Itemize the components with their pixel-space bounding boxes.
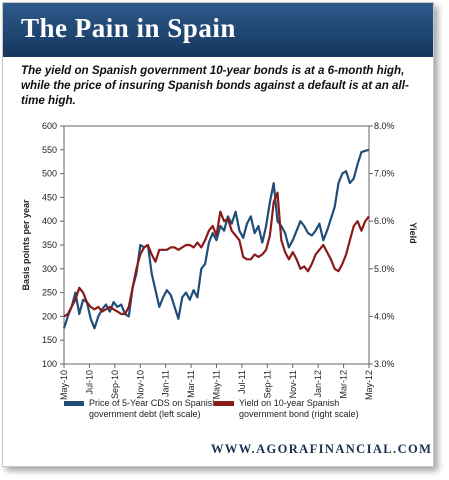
legend-cds-swatch <box>64 401 84 406</box>
source-footer: WWW.AGORAFINANCIAL.COM <box>211 442 433 456</box>
right-tick-label: 4.0% <box>374 311 395 321</box>
left-tick-label: 500 <box>42 169 57 179</box>
x-tick-label: May-12 <box>364 370 374 400</box>
left-tick-label: 400 <box>42 216 57 226</box>
left-tick-label: 200 <box>42 311 57 321</box>
x-tick-label: Nov-11 <box>288 370 298 398</box>
chart-title: The Pain in Spain <box>21 13 236 43</box>
x-tick-label: Jan-11 <box>161 370 171 397</box>
right-tick-label: 6.0% <box>374 216 395 226</box>
cds-series-line <box>62 148 370 330</box>
right-tick-label: 8.0% <box>374 121 395 131</box>
x-tick-label: May-11 <box>212 370 222 399</box>
x-tick-label: May-10 <box>59 370 69 400</box>
left-tick-label: 350 <box>42 240 57 250</box>
left-tick-label: 550 <box>42 145 57 155</box>
x-tick-label: Sep-10 <box>110 370 120 399</box>
right-tick-label: 3.0% <box>374 359 395 369</box>
x-tick-label: Jul-11 <box>237 370 247 394</box>
right-axis-title: Yield <box>408 222 418 243</box>
right-axis-ticks: 8.0% 7.0% 6.0% 5.0% 4.0% 3.0% <box>369 121 395 369</box>
left-tick-label: 100 <box>42 359 57 369</box>
legend-yield-label: Yield on 10-year Spanish government bond … <box>239 398 359 419</box>
title-banner: The Pain in Spain <box>3 3 433 57</box>
x-tick-label: Mar-12 <box>339 370 349 399</box>
left-tick-label: 450 <box>42 192 57 202</box>
left-tick-label: 300 <box>42 264 57 274</box>
right-tick-label: 5.0% <box>374 264 395 274</box>
x-tick-label: Nov-10 <box>135 370 145 399</box>
x-tick-label: Jan-12 <box>313 370 323 398</box>
x-axis-ticks: May-10 Jul-10 Sep-10 Nov-10 Jan-11 Mar-11 May-… <box>59 364 374 400</box>
left-tick-label: 600 <box>42 121 57 131</box>
legend-cds-label: Price of 5-Year CDS on Spanish government… <box>89 398 217 419</box>
left-axis-title: Basis points per year <box>21 199 31 291</box>
left-tick-label: 250 <box>42 288 57 298</box>
chart-subtitle: The yield on Spanish government 10-year … <box>21 64 409 107</box>
series-layer <box>62 148 370 330</box>
x-tick-label: Sep-11 <box>262 370 272 398</box>
x-tick-label: Mar-11 <box>186 370 196 398</box>
legend-yield-swatch <box>214 401 234 406</box>
x-tick-label: Jul-10 <box>84 370 94 395</box>
left-axis-ticks: 600 550 500 450 400 350 300 250 200 150 100 <box>42 121 64 369</box>
left-tick-label: 150 <box>42 335 57 345</box>
right-tick-label: 7.0% <box>374 169 395 179</box>
chart-card: The Pain in Spain The yield on Spanish g… <box>2 2 434 467</box>
yield-series-line <box>63 191 370 318</box>
legend: Price of 5-Year CDS on Spanish government… <box>64 398 359 419</box>
